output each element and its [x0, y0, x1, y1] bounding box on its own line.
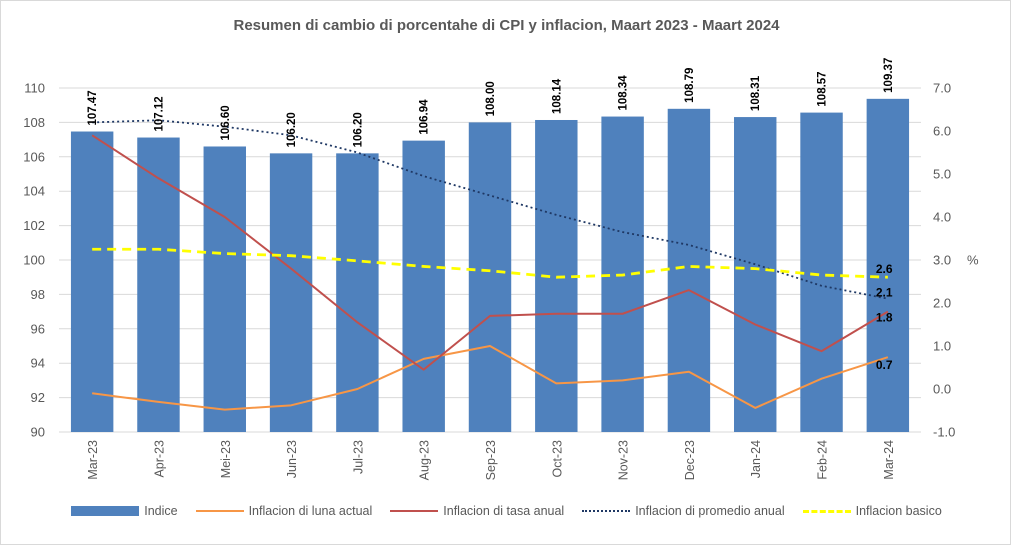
x-tick-label: Mar-23: [86, 440, 100, 480]
chart-title: Resumen di cambio di porcentahe di CPI y…: [233, 17, 780, 34]
legend-label: Inflacion di luna actual: [248, 504, 373, 518]
series-line: [92, 345, 889, 411]
y-right-tick-label: -1.0: [933, 425, 955, 440]
y-left-tick-label: 104: [23, 184, 45, 199]
bar: [667, 108, 711, 432]
y-right-tick-label: 2.0: [933, 296, 951, 311]
bar: [137, 137, 180, 432]
y-left-tick-label: 102: [23, 218, 45, 233]
bar-value-label: 106.20: [352, 112, 364, 147]
x-tick-label: Dec-23: [683, 440, 697, 480]
bar-value-label: 108.57: [817, 71, 829, 106]
bar-value-label: 106.20: [286, 112, 298, 147]
line-end-label: 0.7: [876, 358, 893, 372]
x-tick-label: Oct-23: [550, 440, 564, 478]
bar: [402, 140, 445, 432]
bar: [203, 146, 246, 433]
line-end-label: 2.6: [876, 262, 893, 276]
x-tick-label: Aug-23: [418, 440, 432, 480]
legend-label: Inflacion di tasa anual: [443, 504, 565, 518]
bar-value-label: 107.47: [87, 90, 99, 125]
bar-value-label: 106.94: [419, 99, 431, 135]
x-tick-label: Feb-24: [816, 440, 830, 480]
bar-value-label: 108.34: [618, 75, 630, 111]
bar-value-label: 108.00: [485, 81, 497, 116]
bar-value-label: 108.79: [684, 68, 696, 103]
bar: [336, 153, 379, 433]
y-left-tick-label: 92: [31, 390, 45, 405]
y-right-tick-label: 5.0: [933, 167, 951, 182]
x-tick-label: Mar-24: [882, 440, 896, 480]
y-left-tick-label: 94: [31, 356, 45, 371]
legend-item: Inflacion basico: [802, 504, 942, 518]
bar: [734, 117, 777, 433]
legend-item: Indice: [71, 504, 178, 518]
y-left-tick-label: 98: [31, 287, 45, 302]
bar-value-label: 108.14: [551, 78, 563, 114]
chart-legend: Indice Inflacion di luna actual Inflacion …: [1, 504, 1011, 518]
x-tick-label: Mei-23: [219, 440, 233, 478]
x-tick-label: Apr-23: [152, 440, 166, 478]
bar: [70, 131, 114, 433]
bar: [800, 112, 843, 432]
legend-swatch: [71, 506, 140, 516]
y-right-tick-label: 0.0: [933, 382, 951, 397]
bar-value-label: 108.31: [750, 75, 762, 111]
line-end-label: 2.1: [876, 286, 893, 300]
x-tick-label: Jan-24: [749, 440, 763, 478]
y-left-tick-label: 90: [31, 425, 45, 440]
y-right-tick-label: 3.0: [933, 253, 951, 268]
legend-swatch: [802, 509, 851, 513]
y-right-axis-label: %: [967, 253, 979, 268]
x-tick-label: Jun-23: [285, 440, 299, 478]
legend-item: Inflacion di tasa anual: [390, 504, 564, 518]
y-right-tick-label: 4.0: [933, 210, 951, 225]
y-left-tick-label: 110: [24, 81, 45, 96]
bar-value-label: 109.37: [883, 58, 895, 93]
legend-label: Indice: [144, 504, 178, 518]
legend-label: Inflacion basico: [855, 504, 942, 518]
legend-item: Inflacion di promedio anual: [582, 504, 785, 518]
legend-swatch: [390, 510, 439, 512]
y-right-tick-label: 1.0: [933, 339, 951, 354]
line-end-label: 1.8: [876, 311, 893, 325]
bar-value-label: 107.12: [153, 96, 165, 131]
legend-swatch: [195, 510, 244, 512]
series-line: [92, 247, 888, 279]
x-tick-label: Jul-23: [351, 440, 365, 474]
y-left-tick-label: 96: [31, 321, 45, 336]
y-left-tick-label: 108: [23, 115, 45, 130]
legend-item: Inflacion di luna actual: [195, 504, 373, 518]
x-tick-label: Nov-23: [617, 440, 631, 480]
legend-swatch: [582, 510, 631, 512]
bar: [468, 122, 512, 433]
y-left-tick-label: 106: [23, 149, 45, 164]
bar-value-label: 106.60: [220, 105, 232, 140]
legend-label: Inflacion di promedio anual: [635, 504, 785, 518]
series-line: [91, 134, 889, 371]
y-right-tick-label: 6.0: [933, 124, 951, 139]
x-tick-label: Sep-23: [484, 440, 498, 480]
bar: [269, 153, 313, 433]
y-left-tick-label: 100: [23, 253, 45, 268]
y-right-tick-label: 7.0: [933, 81, 951, 96]
bar: [866, 98, 910, 432]
